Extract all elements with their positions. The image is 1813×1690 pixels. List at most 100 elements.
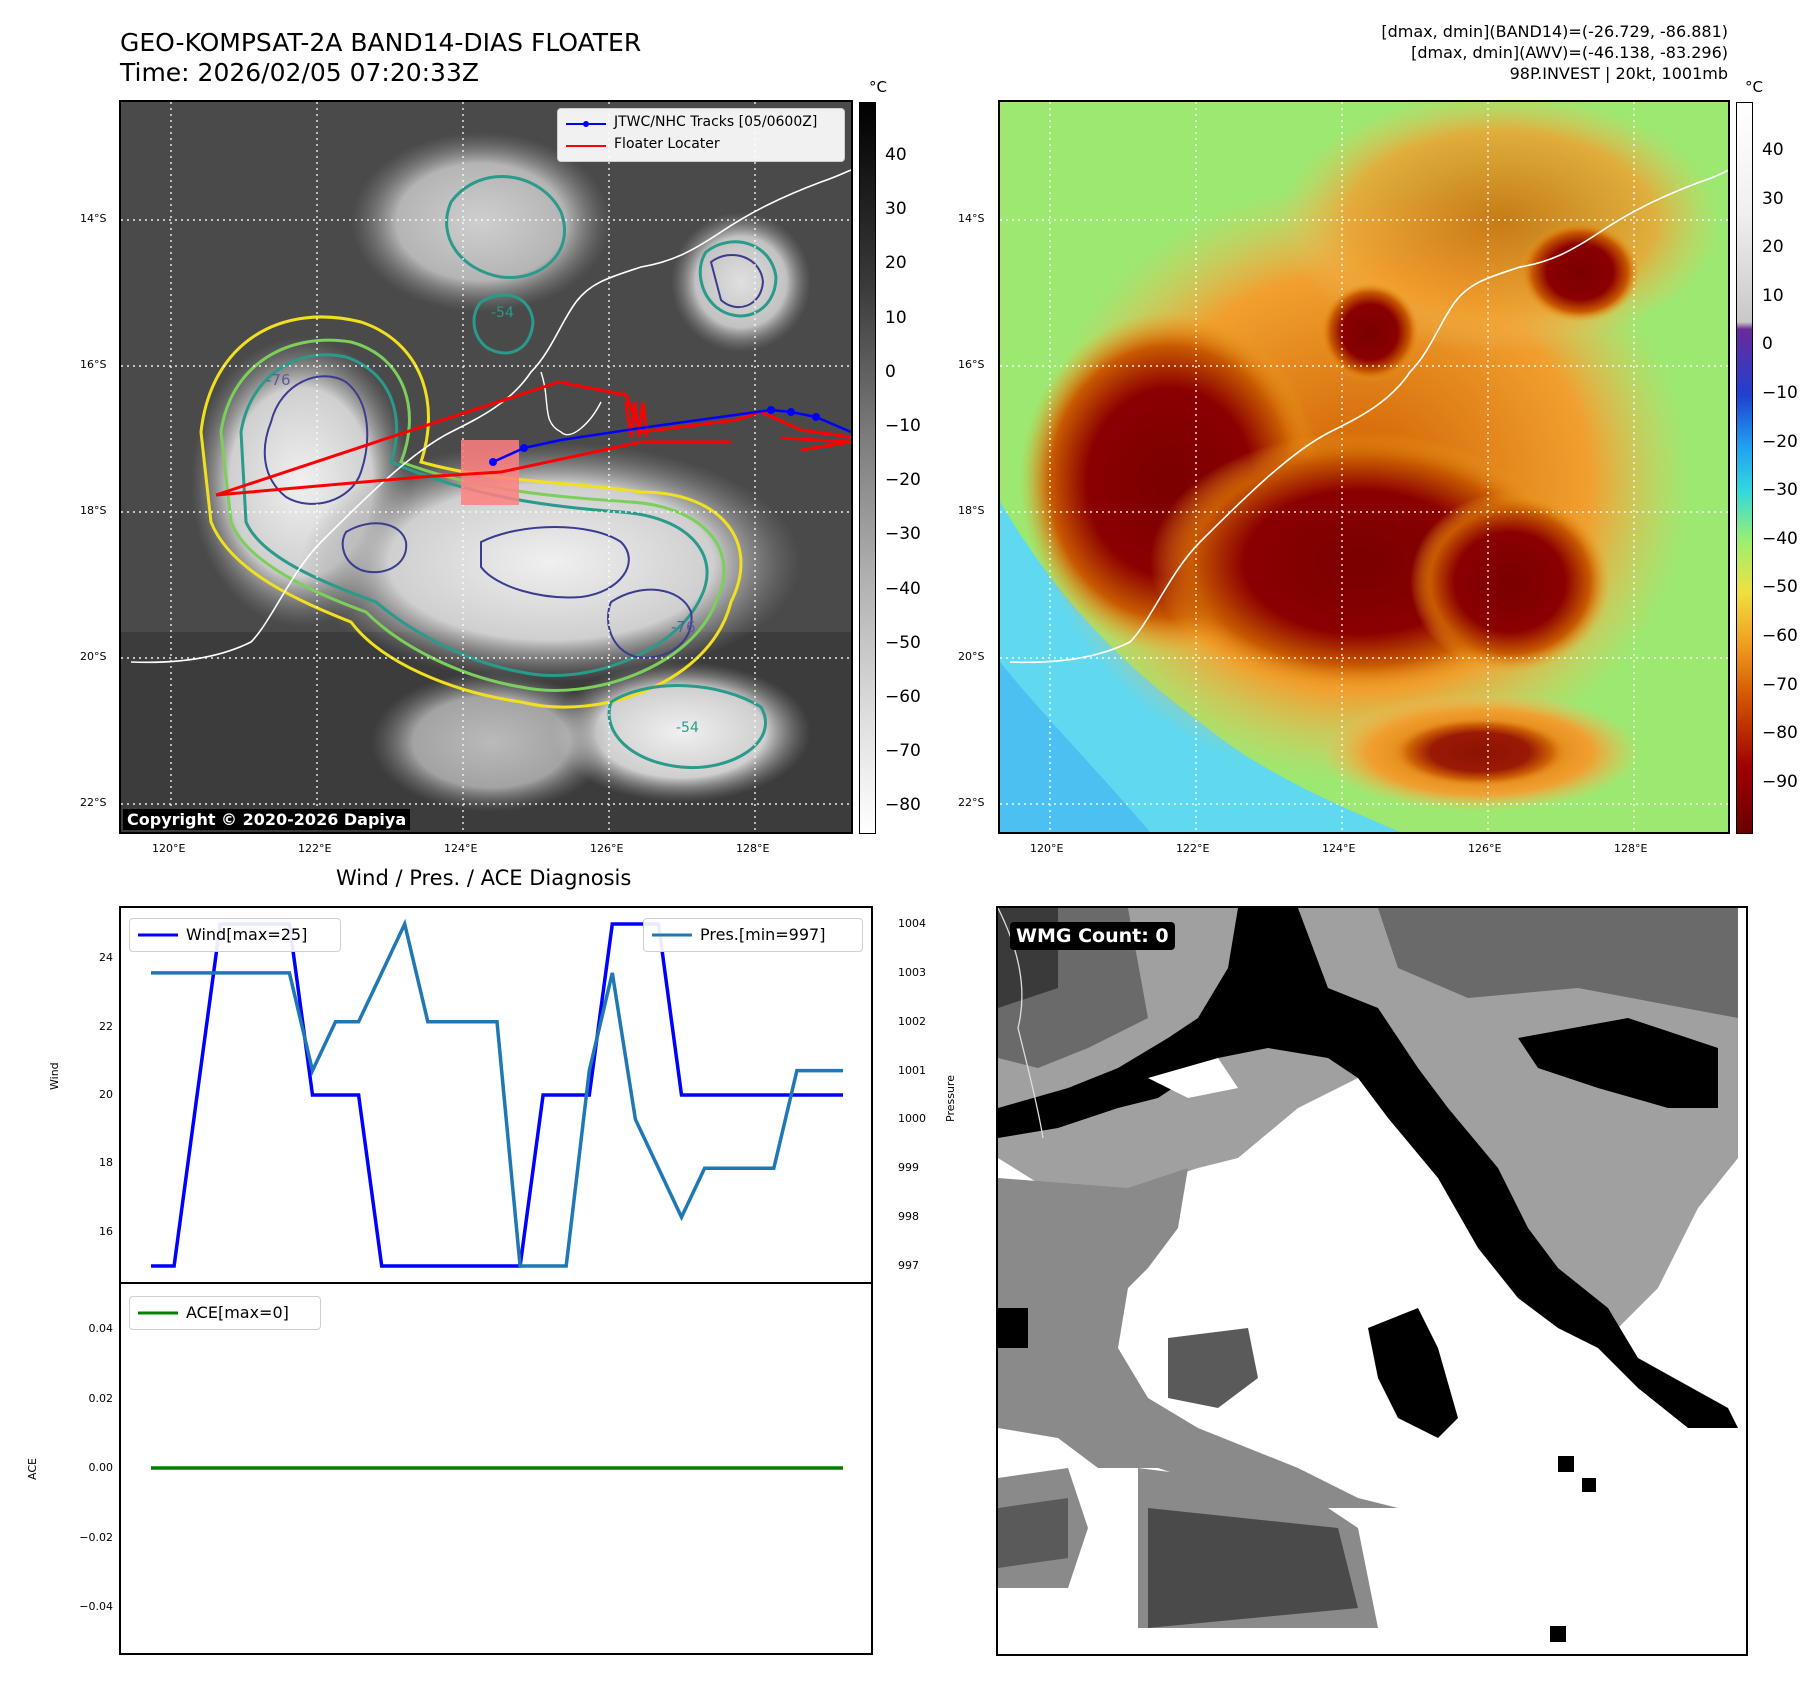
axis-tick-label: 1000 — [898, 1112, 926, 1126]
lat-label: 16°S — [958, 358, 985, 371]
contour-label: -76 — [671, 618, 696, 636]
colorbar-tick-label: −60 — [885, 687, 921, 707]
lon-label: 120°E — [152, 842, 186, 855]
colorbar-tick-label: −40 — [1762, 528, 1798, 549]
lon-label: 128°E — [1614, 842, 1648, 855]
track-point — [767, 406, 775, 414]
wind-legend-label: Wind[max=25] — [186, 925, 308, 944]
wmg-count-label: WMG Count: 0 — [1010, 922, 1175, 950]
axis-tick-label: −0.02 — [79, 1530, 113, 1544]
awv-colorbar-unit: °C — [1745, 78, 1763, 96]
wind-legend: Wind[max=25] — [129, 918, 341, 952]
track-point — [489, 458, 497, 466]
axis-tick-label: 998 — [898, 1210, 919, 1224]
lat-label: 22°S — [80, 796, 107, 809]
lon-label: 128°E — [736, 842, 770, 855]
contour-label: -54 — [491, 305, 514, 321]
colorbar-tick-label: −60 — [1762, 626, 1798, 646]
pressure-line — [151, 918, 843, 1268]
colorbar-tick-label: −40 — [885, 578, 921, 599]
axis-tick-label: 1001 — [898, 1063, 926, 1077]
colorbar-tick-label: −30 — [1762, 480, 1798, 501]
awv-map-image — [1000, 102, 1728, 832]
ace-legend-label: ACE[max=0] — [186, 1303, 289, 1322]
lon-label: 120°E — [1030, 842, 1064, 855]
wind-line — [151, 922, 843, 1268]
ir-legend: JTWC/NHC Tracks [05/0600Z] Floater Locat… — [557, 108, 845, 162]
colorbar-tick-label: 30 — [885, 199, 907, 220]
axis-tick-label: 997 — [898, 1259, 919, 1272]
info-storm: 98P.INVEST | 20kt, 1001mb — [1509, 64, 1728, 83]
colorbar-tick-label: −30 — [885, 524, 921, 545]
axis-tick-label: 20 — [99, 1088, 113, 1101]
lon-label: 122°E — [1176, 842, 1210, 855]
lon-label: 126°E — [590, 842, 624, 855]
ir-map-image: -76 -76 -54 -54 — [121, 102, 851, 832]
colorbar-tick-label: −20 — [1762, 431, 1798, 452]
jtwc-track-line — [492, 408, 851, 464]
legend-tracks-label: JTWC/NHC Tracks [05/0600Z] — [614, 114, 818, 130]
ace-axis-label: ACE — [26, 1458, 39, 1480]
lat-label: 18°S — [958, 504, 985, 517]
ace-legend: ACE[max=0] — [129, 1296, 321, 1330]
wind-pressure-plot: Wind[max=25] Pres.[min=997] — [119, 906, 873, 1284]
colorbar-tick-label: −70 — [1762, 674, 1798, 695]
colorbar-tick-label: 20 — [1762, 237, 1784, 258]
track-point — [812, 413, 820, 421]
axis-tick-label: 0.00 — [88, 1461, 114, 1474]
colorbar-tick-label: −20 — [885, 470, 921, 491]
ace-svg — [151, 1466, 843, 1470]
lat-label: 16°S — [80, 358, 107, 371]
ir-colorbar — [859, 102, 876, 834]
axis-tick-label: 1003 — [898, 965, 926, 979]
axis-tick-label: 0.02 — [88, 1391, 114, 1405]
ace-plot: ACE[max=0] — [119, 1282, 873, 1655]
axis-tick-label: 999 — [898, 1161, 919, 1175]
pressure-axis-label: Pressure — [944, 1075, 957, 1122]
colorbar-tick-label: 40 — [885, 145, 907, 165]
axis-tick-label: 22 — [99, 1019, 113, 1033]
lat-label: 14°S — [80, 212, 107, 225]
colorbar-tick-label: −90 — [1762, 771, 1798, 792]
colorbar-tick-label: 0 — [885, 361, 896, 382]
colorbar-tick-label: 0 — [1762, 334, 1773, 355]
axis-tick-label: 16 — [99, 1224, 113, 1238]
awv-map-panel — [998, 100, 1730, 834]
contour-label: -76 — [266, 371, 291, 389]
copyright-label: Copyright © 2020-2026 Dapiya — [123, 809, 411, 830]
colorbar-tick-label: −50 — [885, 632, 921, 653]
axis-tick-label: 1002 — [898, 1014, 926, 1028]
diagnosis-title: Wind / Pres. / ACE Diagnosis — [336, 866, 632, 890]
colorbar-tick-label: −10 — [885, 416, 921, 436]
lon-label: 122°E — [298, 842, 332, 855]
colorbar-tick-label: 40 — [1762, 140, 1784, 160]
pressure-legend: Pres.[min=997] — [643, 918, 863, 952]
wmg-panel: WMG Count: 0 — [996, 906, 1748, 1656]
ir-map-panel: -76 -76 -54 -54 Copyright © 2020-2026 Da… — [119, 100, 853, 834]
axis-tick-label: 0.04 — [88, 1322, 114, 1335]
info-band14-range: [dmax, dmin](BAND14)=(-26.729, -86.881) — [1381, 22, 1728, 41]
legend-track-swatch — [566, 121, 606, 127]
contour-label: -54 — [676, 720, 699, 736]
colorbar-tick-label: 10 — [885, 307, 907, 328]
colorbar-tick-label: 20 — [885, 253, 907, 274]
colorbar-tick-label: −10 — [1762, 383, 1798, 403]
info-awv-range: [dmax, dmin](AWV)=(-46.138, -83.296) — [1411, 43, 1728, 62]
track-point — [520, 444, 528, 452]
wmg-image — [998, 908, 1746, 1654]
lon-label: 126°E — [1468, 842, 1502, 855]
colorbar-tick-label: −50 — [1762, 577, 1798, 598]
pressure-legend-swatch — [652, 933, 692, 937]
colorbar-tick-label: −80 — [885, 795, 921, 816]
axis-tick-label: −0.04 — [79, 1600, 113, 1613]
figure-time: Time: 2026/02/05 07:20:33Z — [120, 58, 479, 87]
colorbar-tick-label: 10 — [1762, 285, 1784, 306]
pressure-legend-label: Pres.[min=997] — [700, 925, 826, 944]
wind-legend-swatch — [138, 933, 178, 937]
legend-locater-swatch — [566, 145, 606, 147]
lon-label: 124°E — [444, 842, 478, 855]
lon-label: 124°E — [1322, 842, 1356, 855]
ace-legend-swatch — [138, 1311, 178, 1315]
wind-axis-label: Wind — [48, 1062, 61, 1090]
legend-locater-label: Floater Locater — [614, 136, 720, 152]
